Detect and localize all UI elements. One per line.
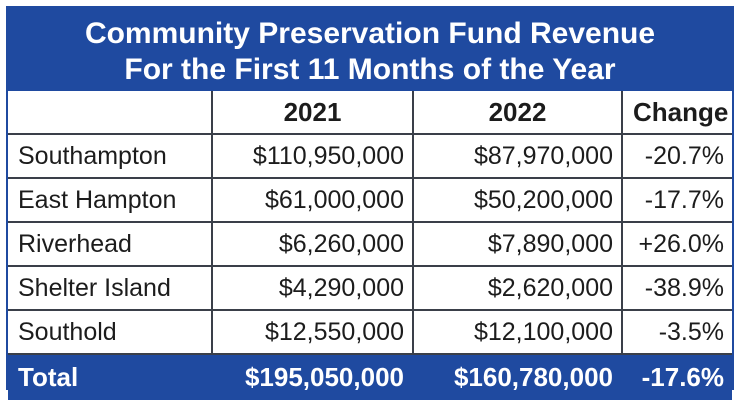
row-change-value: -38.9% [621, 265, 732, 311]
total-row: Total $195,050,000 $160,780,000 -17.6% [8, 353, 732, 400]
table-row: Riverhead $6,260,000 $7,890,000 +26.0% [8, 221, 732, 267]
row-2022-value: $2,620,000 [412, 265, 623, 311]
row-2022-value: $50,200,000 [412, 177, 623, 223]
table-row: East Hampton $61,000,000 $50,200,000 -17… [8, 177, 732, 223]
row-change-value: -3.5% [621, 309, 732, 355]
row-2021-value: $110,950,000 [211, 133, 414, 179]
row-name: Southold [8, 309, 213, 355]
total-change-value: -17.6% [621, 353, 732, 400]
column-header-2021: 2021 [211, 91, 414, 135]
title-line-2: For the First 11 Months of the Year [124, 53, 616, 86]
row-name: Southampton [8, 133, 213, 179]
column-header-change: Change [621, 91, 732, 135]
revenue-table: 2021 2022 Change Southampton $110,950,00… [8, 91, 732, 400]
row-change-value: -20.7% [621, 133, 732, 179]
table-title: Community Preservation Fund Revenue For … [8, 8, 732, 91]
total-2022-value: $160,780,000 [412, 353, 623, 400]
column-header-row: 2021 2022 Change [8, 91, 732, 135]
revenue-table-frame: Community Preservation Fund Revenue For … [6, 6, 734, 400]
total-label: Total [8, 353, 213, 400]
row-2021-value: $4,290,000 [211, 265, 414, 311]
row-2022-value: $7,890,000 [412, 221, 623, 267]
row-2021-value: $61,000,000 [211, 177, 414, 223]
row-change-value: -17.7% [621, 177, 732, 223]
column-header-municipality [8, 91, 213, 135]
row-2021-value: $6,260,000 [211, 221, 414, 267]
column-header-2022: 2022 [412, 91, 623, 135]
table-row: Shelter Island $4,290,000 $2,620,000 -38… [8, 265, 732, 311]
total-2021-value: $195,050,000 [211, 353, 414, 400]
row-name: Riverhead [8, 221, 213, 267]
row-2022-value: $87,970,000 [412, 133, 623, 179]
row-name: Shelter Island [8, 265, 213, 311]
table-row: Southold $12,550,000 $12,100,000 -3.5% [8, 309, 732, 355]
row-change-value: +26.0% [621, 221, 732, 267]
table-row: Southampton $110,950,000 $87,970,000 -20… [8, 133, 732, 179]
title-line-1: Community Preservation Fund Revenue [84, 17, 656, 50]
row-2022-value: $12,100,000 [412, 309, 623, 355]
row-2021-value: $12,550,000 [211, 309, 414, 355]
row-name: East Hampton [8, 177, 213, 223]
